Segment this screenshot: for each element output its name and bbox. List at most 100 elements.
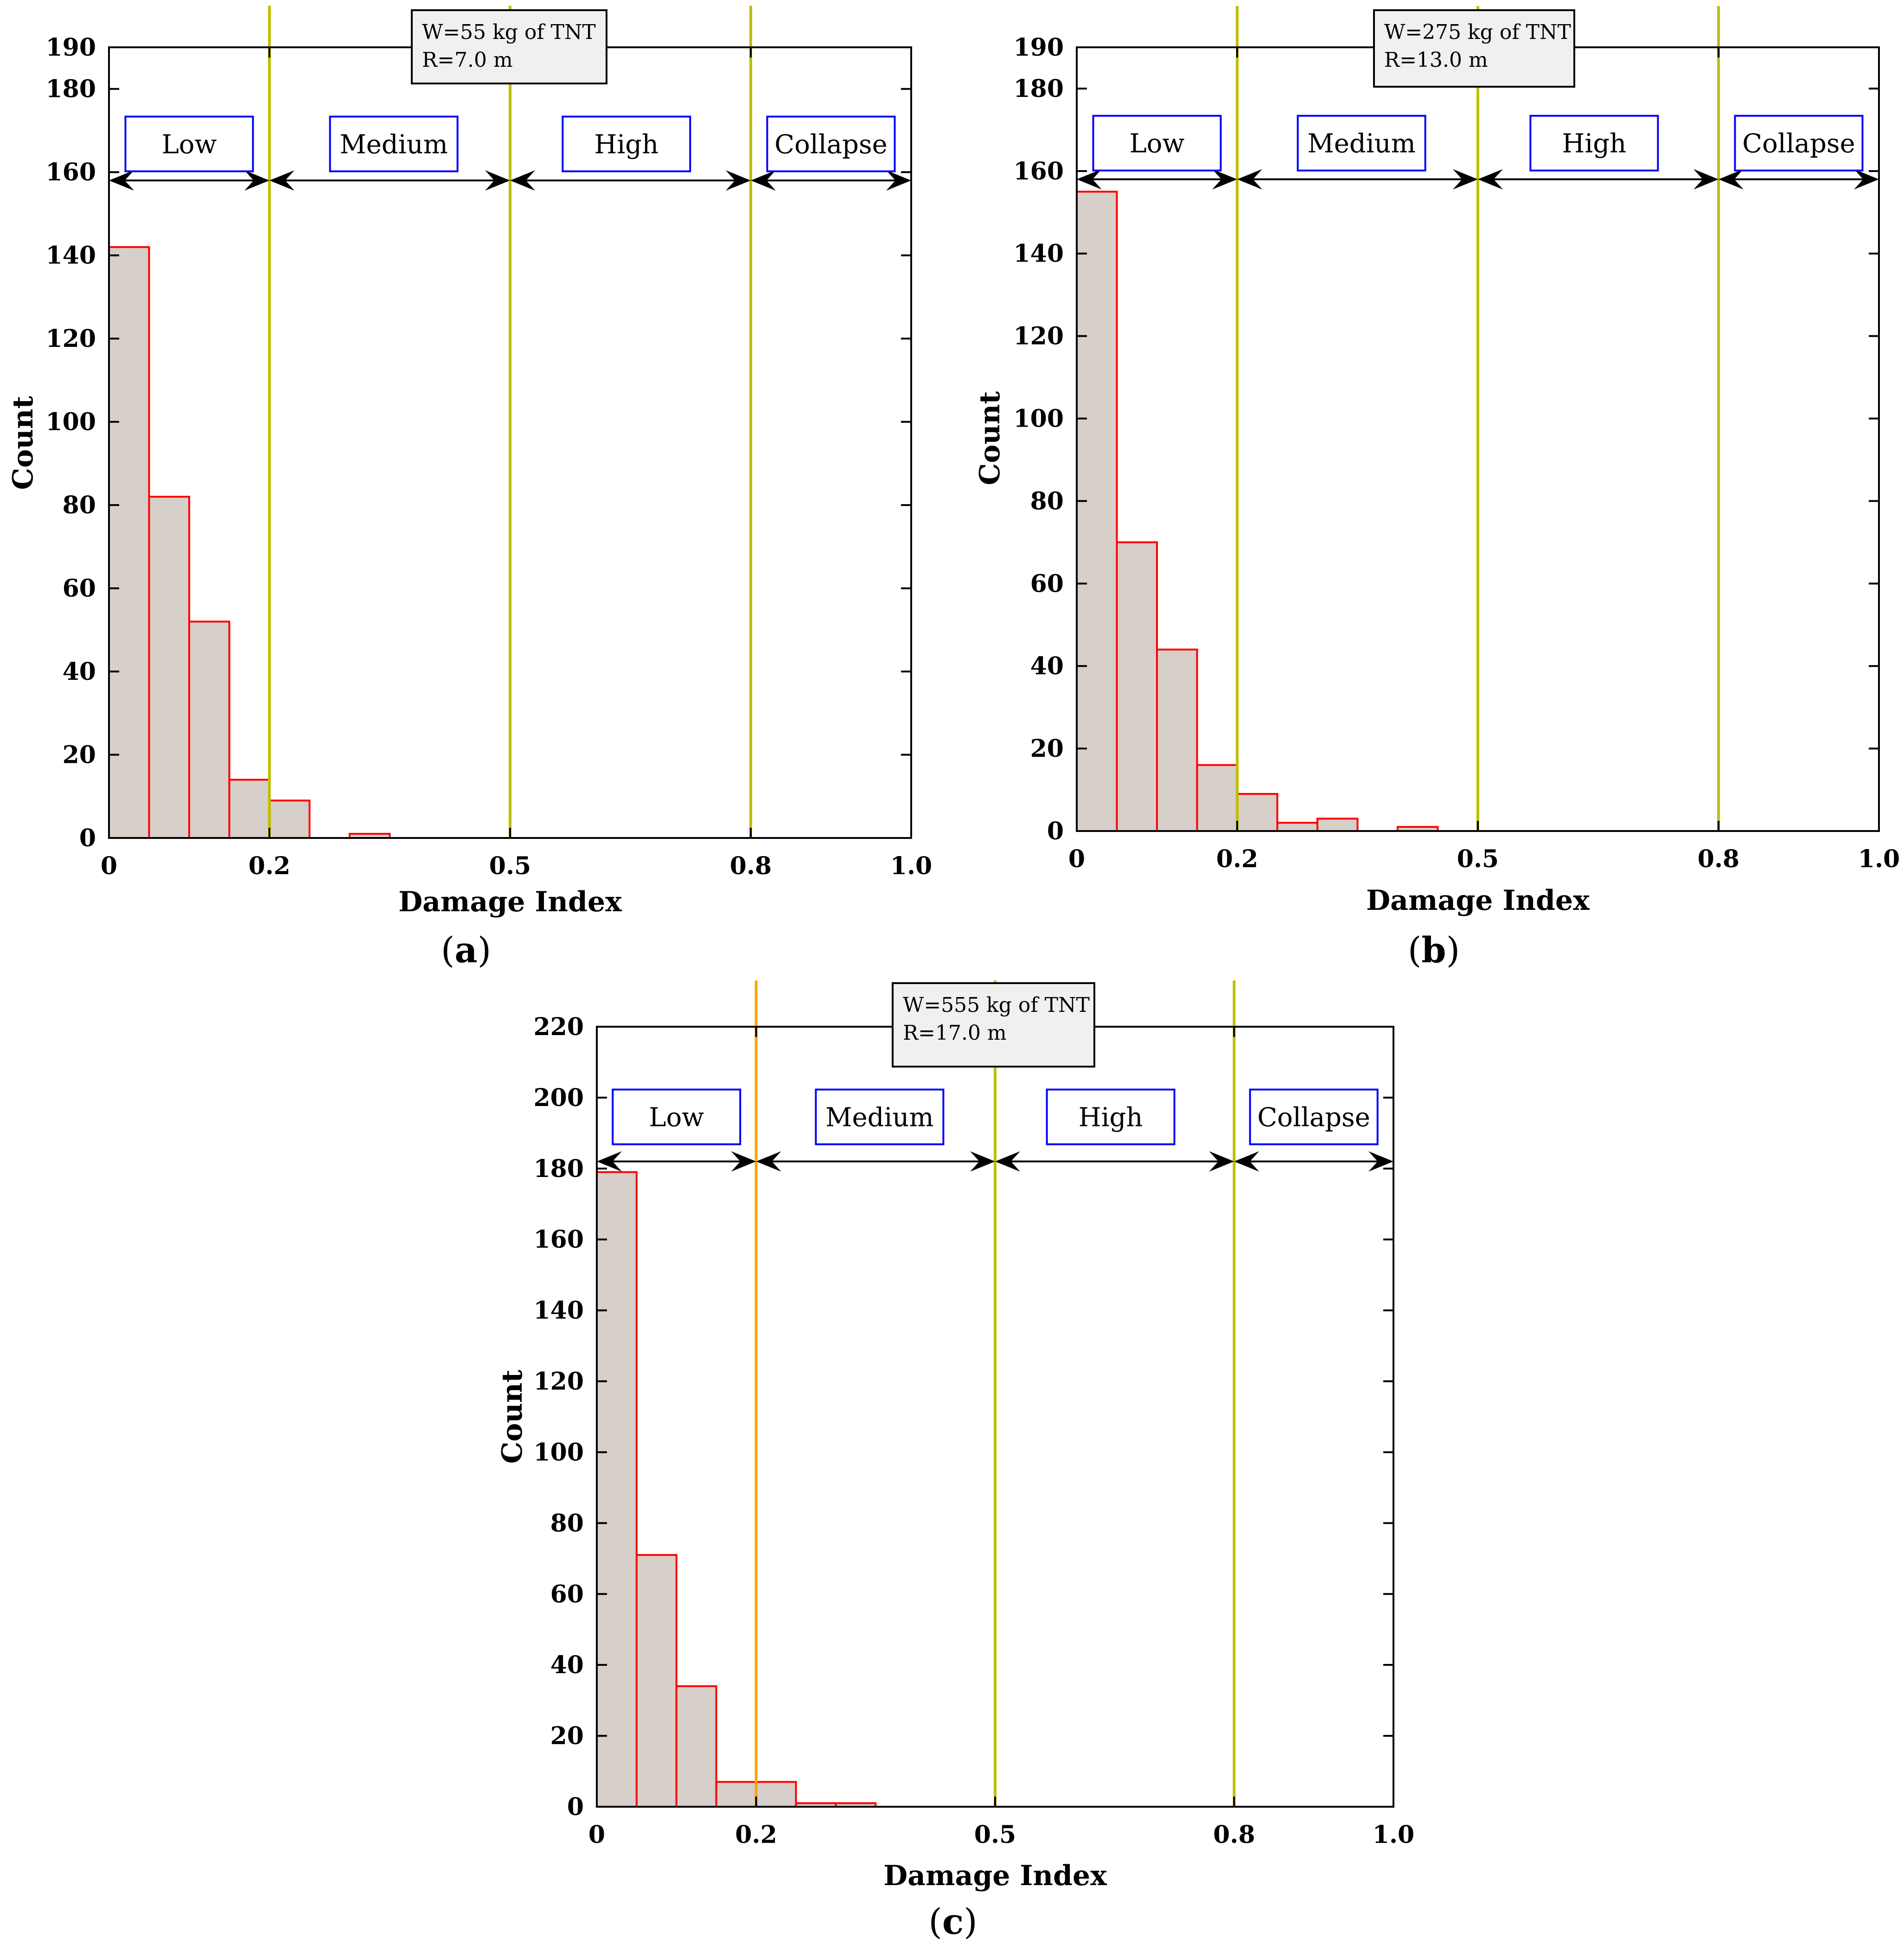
arrow-head-left — [751, 170, 776, 191]
arrow-head-right — [970, 1151, 995, 1172]
arrow-head-left — [269, 170, 294, 191]
x-tick-label: 0 — [101, 852, 117, 880]
y-tick-label: 190 — [45, 33, 96, 62]
annotation-box — [1373, 9, 1575, 88]
y-tick-label: 100 — [533, 1438, 584, 1466]
annotation-line: R=17.0 m — [903, 1021, 1007, 1045]
histogram-bar — [228, 779, 270, 839]
arrow-head-left — [1234, 1151, 1259, 1172]
arrow-head-right — [244, 170, 269, 191]
y-tick-label: 180 — [45, 75, 96, 103]
x-axis-title: Damage Index — [398, 886, 622, 918]
arrow-head-left — [510, 170, 535, 191]
x-tick-label: 0 — [1068, 845, 1085, 873]
category-label-medium: Medium — [1307, 129, 1415, 159]
y-tick-label: 160 — [533, 1226, 584, 1254]
arrow-head-left — [995, 1151, 1020, 1172]
category-box-low — [1092, 115, 1222, 172]
category-box-medium — [815, 1088, 945, 1145]
histogram-bar — [755, 1781, 797, 1808]
y-tick-label: 120 — [1013, 322, 1064, 351]
category-box-collapse — [1249, 1088, 1379, 1145]
x-tick-label: 0.2 — [735, 1821, 777, 1849]
annotation-box — [411, 9, 607, 84]
chart-panel-c: 0 20 40 60 80 100 120 140 160 180 200 220 0 0.2 0.5 0.8… — [496, 980, 1414, 1942]
y-tick-label: 20 — [63, 741, 96, 769]
y-tick-label: 140 — [45, 242, 96, 270]
x-axis-title: Damage Index — [1366, 884, 1590, 917]
y-tick-label: 0 — [79, 824, 96, 852]
x-tick-label: 0.5 — [974, 1821, 1016, 1849]
y-axis-title: Count — [7, 396, 39, 490]
y-tick-label: 100 — [45, 408, 96, 436]
histogram-bar — [108, 246, 150, 839]
histogram-bar — [1116, 541, 1158, 832]
arrow-head-right — [1693, 169, 1719, 190]
y-tick-label: 0 — [1047, 817, 1064, 845]
category-label-high: High — [594, 129, 659, 160]
category-box-medium — [329, 115, 459, 173]
y-tick-label: 120 — [533, 1368, 584, 1396]
x-tick-label: 0.8 — [1698, 845, 1739, 873]
y-tick-label: 80 — [1030, 487, 1064, 515]
x-tick-label: 0.2 — [1216, 845, 1258, 873]
x-tick-label: 0.8 — [1213, 1821, 1255, 1849]
y-tick-label: 20 — [1030, 735, 1064, 763]
panel-label-a: (a) — [441, 929, 492, 971]
y-tick-label: 80 — [550, 1509, 584, 1537]
annotation-line: W=555 kg of TNT — [903, 993, 1090, 1017]
arrow-head-right — [726, 170, 751, 191]
histogram-bar — [1076, 191, 1118, 832]
annotation-box — [892, 982, 1095, 1068]
category-box-high — [1529, 115, 1659, 172]
category-label-low: Low — [162, 129, 217, 160]
arrow-head-left — [597, 1151, 622, 1172]
y-tick-label: 60 — [63, 575, 96, 603]
x-tick-label: 1.0 — [890, 852, 932, 880]
chart-panel-a: 0 20 40 60 80 100 120 140 160 180 190 0 0.2 0.5 0.8 1.0… — [7, 6, 932, 971]
category-label-collapse: Collapse — [1742, 129, 1855, 159]
category-label-high: High — [1562, 129, 1627, 159]
x-tick-label: 1.0 — [1858, 845, 1900, 873]
x-axis-title: Damage Index — [883, 1860, 1107, 1892]
x-tick-label: 0.5 — [1457, 845, 1499, 873]
arrow-head-left — [1478, 169, 1503, 190]
x-tick-label: 1.0 — [1373, 1821, 1414, 1849]
category-label-high: High — [1079, 1102, 1143, 1132]
y-tick-label: 60 — [1030, 569, 1064, 598]
annotation-line: W=55 kg of TNT — [422, 20, 596, 44]
histogram-bar — [715, 1781, 757, 1808]
category-label-collapse: Collapse — [774, 129, 888, 160]
annotation-line: W=275 kg of TNT — [1384, 20, 1571, 44]
x-tick-label: 0.8 — [730, 852, 772, 880]
arrow-head-left — [1719, 169, 1744, 190]
y-tick-label: 60 — [550, 1580, 584, 1608]
arrow-head-right — [485, 170, 510, 191]
y-tick-label: 80 — [63, 491, 96, 519]
histogram-bar — [635, 1554, 677, 1808]
y-tick-label: 100 — [1013, 405, 1064, 433]
y-tick-label: 40 — [63, 658, 96, 686]
y-tick-label: 40 — [550, 1651, 584, 1679]
chart-panel-b: 0 20 40 60 80 100 120 140 160 180 190 0 0.2 0.5 0.8 1.0… — [974, 6, 1900, 971]
arrow-head-left — [1237, 169, 1262, 190]
histogram-bar — [1196, 764, 1238, 832]
panel-label-c: (c) — [928, 1901, 978, 1942]
category-box-high — [562, 115, 691, 173]
y-tick-label: 190 — [1013, 33, 1064, 62]
x-tick-label: 0.2 — [249, 852, 290, 880]
y-tick-label: 220 — [533, 1013, 584, 1041]
y-tick-label: 160 — [45, 158, 96, 186]
category-label-low: Low — [1130, 129, 1185, 159]
category-box-low — [612, 1088, 741, 1145]
arrow-head-right — [886, 170, 911, 191]
arrow-head-left — [756, 1151, 781, 1172]
category-box-medium — [1297, 115, 1426, 172]
histogram-bar — [268, 799, 311, 839]
arrow-head-right — [1368, 1151, 1393, 1172]
histogram-bar — [1276, 822, 1318, 832]
histogram-bar — [188, 620, 230, 839]
x-tick-label: 0 — [588, 1821, 605, 1849]
category-label-medium: Medium — [825, 1102, 933, 1132]
